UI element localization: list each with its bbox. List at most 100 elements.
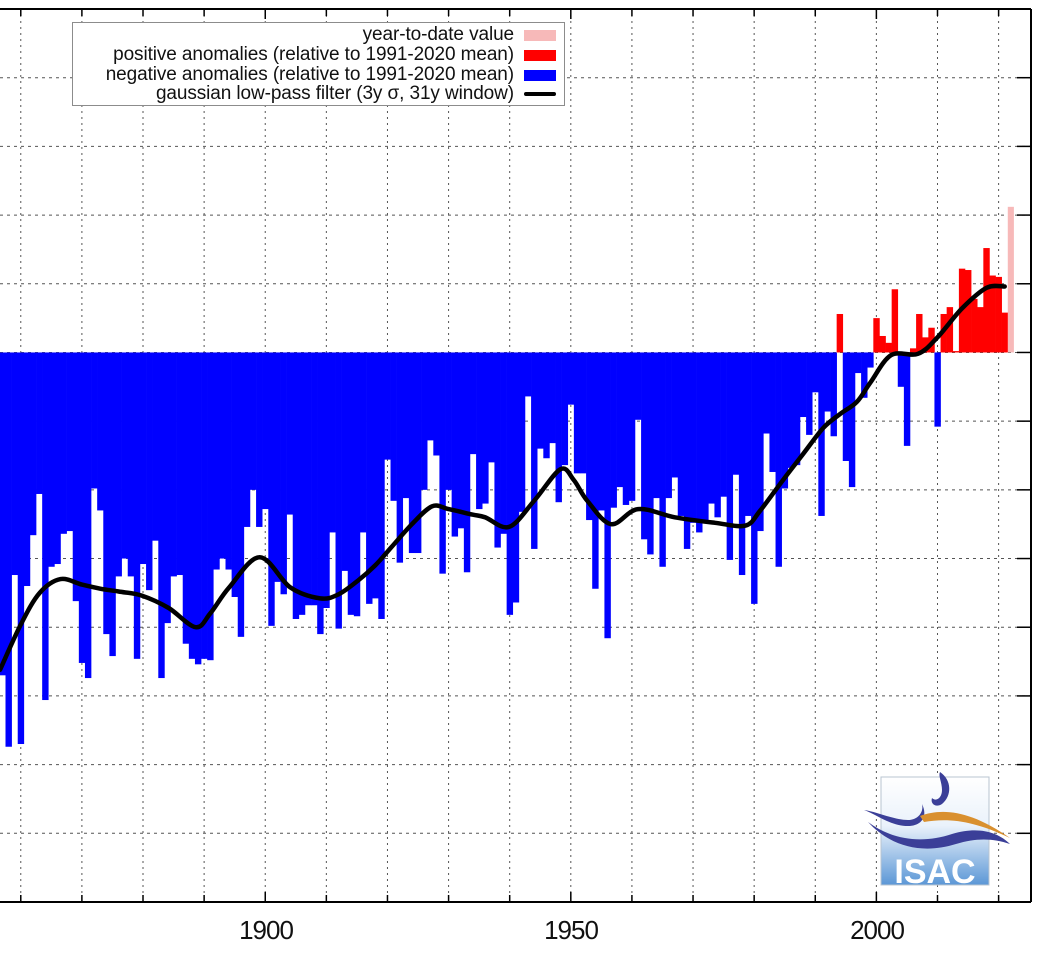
bar-negative (628, 352, 636, 501)
filter-curve-group (0, 283, 1007, 673)
bar-negative (586, 352, 593, 521)
legend-swatch-positive (524, 49, 556, 61)
bar-positive (977, 307, 984, 353)
bar-negative (274, 352, 281, 582)
bar-negative (641, 352, 648, 540)
bar-negative (867, 352, 874, 368)
legend-swatch-ytd (524, 29, 556, 41)
bar-negative (262, 352, 269, 510)
bar-negative (818, 352, 825, 516)
legend-label-positive: positive anomalies (relative to 1991-202… (113, 44, 514, 65)
bar-negative (91, 352, 98, 489)
bar-negative (567, 352, 575, 405)
bar-negative (689, 352, 697, 523)
bar-negative (396, 352, 404, 563)
bar-negative (671, 352, 679, 478)
bar-negative (427, 352, 434, 441)
bar-negative (78, 352, 86, 663)
bar-negative (457, 352, 465, 529)
bar-negative (445, 352, 452, 490)
filter-curve (0, 283, 1007, 673)
bar-positive (891, 289, 899, 353)
bar-positive (1001, 312, 1009, 353)
legend-label-ytd: year-to-date value (362, 24, 514, 45)
bar-negative (194, 352, 202, 665)
bar-negative (372, 352, 379, 599)
bar-negative (463, 352, 471, 573)
bar-negative (561, 352, 569, 466)
bar-positive (965, 270, 972, 353)
bar-negative (543, 352, 550, 459)
bar-negative (848, 352, 856, 488)
bar-negative (384, 352, 391, 460)
bar-negative (500, 352, 507, 534)
bar-negative (188, 352, 196, 659)
bar-negative (696, 352, 703, 533)
bar-negative (433, 352, 440, 456)
bar-negative (207, 352, 214, 661)
bar-negative (201, 352, 208, 659)
bar-year-to-date (1007, 206, 1014, 353)
bar-negative (757, 352, 764, 532)
bar-positive (928, 327, 935, 353)
bar-negative (653, 352, 660, 499)
bar-positive (989, 275, 996, 353)
bar-negative (182, 352, 190, 644)
bar-negative (830, 352, 837, 437)
bar-negative (469, 352, 477, 455)
bar-negative (213, 352, 220, 570)
axis-ticks (20, 8, 1031, 903)
bar-negative (402, 352, 410, 499)
bar-negative (659, 352, 666, 567)
bar-negative (616, 352, 624, 488)
bar-negative (421, 352, 428, 490)
bar-negative (665, 352, 672, 499)
bar-negative (579, 352, 587, 474)
bar-negative (476, 352, 483, 510)
plot-frame (0, 8, 1032, 903)
bar-negative (176, 352, 184, 576)
bar-negative (677, 352, 685, 516)
bar-negative (854, 352, 862, 374)
bar-negative (29, 352, 37, 536)
bar-negative (280, 352, 287, 595)
bar-positive (983, 248, 990, 353)
bar-negative (237, 352, 245, 637)
legend-swatch-negative (524, 69, 556, 81)
bar-negative (317, 352, 324, 635)
bar-negative (42, 352, 49, 701)
bar-negative (158, 352, 165, 679)
bar-negative (903, 352, 911, 446)
bar-negative (11, 352, 19, 576)
bar-positive (952, 351, 960, 353)
bar-negative (714, 352, 721, 518)
bar-negative (439, 352, 446, 574)
bar-negative (23, 352, 31, 587)
bar-negative (482, 352, 489, 504)
bar-negative (103, 352, 110, 635)
bar-negative (897, 352, 905, 387)
bar-negative (292, 352, 300, 619)
bar-negative (146, 352, 153, 591)
bar-negative (329, 352, 336, 533)
bar-negative (72, 352, 80, 602)
bar-negative (36, 352, 43, 494)
legend-line-filter (524, 92, 556, 96)
bar-negative (408, 352, 416, 554)
bar-negative (390, 352, 397, 501)
bar-negative (488, 352, 495, 463)
bar-negative (170, 352, 177, 577)
x-tick-label-1950: 1950 (544, 915, 599, 945)
legend-label-filter: gaussian low-pass filter (3y σ, 31y wind… (155, 83, 514, 104)
bar-negative (806, 352, 813, 435)
bar-positive (916, 313, 923, 353)
bar-negative (787, 352, 795, 468)
bar-negative (702, 352, 709, 523)
bar-negative (109, 352, 116, 657)
x-tick-label-2000: 2000 (850, 915, 905, 945)
bar-negative (127, 352, 135, 577)
bar-positive (971, 298, 978, 353)
bar-negative (512, 352, 520, 603)
bar-negative (781, 352, 789, 489)
bar-negative (598, 352, 605, 511)
